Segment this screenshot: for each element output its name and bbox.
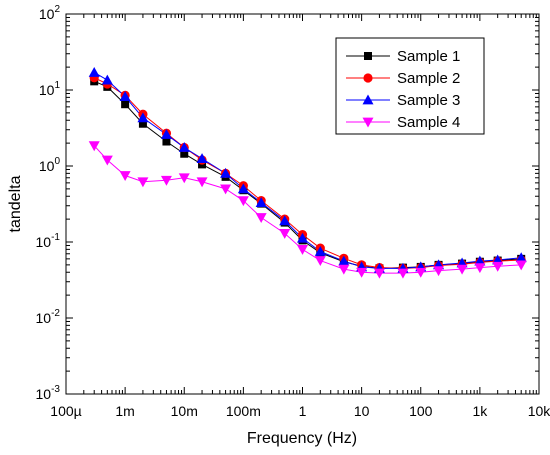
series-line-4 bbox=[93, 145, 522, 274]
data-point-series-3 bbox=[137, 112, 149, 123]
data-point-series-4 bbox=[220, 184, 232, 195]
legend: Sample 1 Sample 2 Sample 3 Sample 4 bbox=[335, 37, 485, 135]
legend-items: Sample 1 Sample 2 Sample 3 Sample 4 bbox=[346, 48, 460, 131]
data-point-series-4 bbox=[433, 266, 445, 277]
data-point-series-4 bbox=[119, 171, 131, 181]
data-point-series-3 bbox=[178, 142, 190, 152]
legend-box bbox=[335, 37, 485, 135]
data-point-series-4 bbox=[255, 213, 267, 224]
legend-marker-1 bbox=[364, 52, 372, 60]
legend-label-2: Sample 2 bbox=[397, 70, 460, 87]
data-point-series-3 bbox=[255, 197, 267, 207]
data-point-series-3 bbox=[160, 128, 172, 139]
data-point-series-4 bbox=[160, 175, 172, 186]
data-point-series-4 bbox=[474, 263, 486, 274]
data-point-series-1 bbox=[180, 149, 189, 158]
data-point-series-3 bbox=[220, 167, 232, 178]
data-point-series-4 bbox=[137, 177, 149, 188]
data-point-series-4 bbox=[178, 173, 190, 184]
x-tick-label: 1k bbox=[472, 403, 488, 419]
x-tick-label: 100 bbox=[409, 403, 433, 419]
x-axis: 100µ 1m 10m 100m 1 10 100 1k 10k bbox=[50, 14, 550, 419]
legend-label-3: Sample 3 bbox=[397, 92, 460, 109]
legend-marker-2 bbox=[363, 73, 373, 83]
data-point-series-3 bbox=[237, 183, 249, 194]
data-point-series-3 bbox=[196, 153, 208, 164]
data-point-series-4 bbox=[314, 256, 326, 267]
data-point-series-3 bbox=[314, 245, 326, 256]
data-point-series-4 bbox=[397, 268, 409, 279]
data-point-series-4 bbox=[338, 264, 350, 275]
y-tick-label: 100 bbox=[39, 156, 61, 174]
data-point-series-3 bbox=[119, 91, 131, 101]
data-point-series-3 bbox=[101, 74, 113, 85]
data-point-series-4 bbox=[297, 244, 308, 255]
legend-marker-4 bbox=[362, 117, 374, 128]
y-tick-label: 101 bbox=[39, 80, 61, 98]
data-point-series-3 bbox=[338, 255, 350, 266]
legend-label-1: Sample 1 bbox=[397, 48, 460, 65]
data-point-series-4 bbox=[373, 268, 385, 279]
y-tick-label: 102 bbox=[39, 4, 61, 22]
y-axis: 10-3 10-2 10-1 100 101 102 bbox=[36, 4, 539, 402]
y-tick-label: 10-2 bbox=[36, 308, 61, 326]
x-tick-label: 1 bbox=[299, 403, 307, 419]
x-tick-label: 100m bbox=[226, 403, 261, 419]
x-tick-label: 10k bbox=[528, 403, 550, 419]
y-axis-title: tandelta bbox=[7, 175, 24, 232]
data-point-series-1 bbox=[162, 137, 171, 146]
data-point-series-3 bbox=[474, 255, 486, 266]
x-tick-label: 10 bbox=[354, 403, 370, 419]
data-point-series-4 bbox=[196, 177, 208, 188]
data-point-series-4 bbox=[456, 264, 468, 275]
legend-marker-3 bbox=[362, 94, 374, 105]
x-tick-label: 10m bbox=[171, 403, 198, 419]
data-point-series-1 bbox=[138, 119, 147, 128]
x-tick-label: 1m bbox=[115, 403, 134, 419]
data-point-series-4 bbox=[279, 228, 291, 239]
x-axis-title: Frequency (Hz) bbox=[247, 430, 357, 447]
data-point-series-3 bbox=[297, 232, 308, 243]
y-tick-label: 10-1 bbox=[36, 232, 61, 250]
data-point-series-3 bbox=[515, 252, 527, 263]
data-point-series-4 bbox=[356, 267, 368, 278]
data-point-series-1 bbox=[121, 100, 130, 109]
data-point-series-4 bbox=[88, 141, 100, 152]
series-markers bbox=[88, 66, 527, 279]
data-point-series-3 bbox=[279, 215, 291, 226]
x-tick-label: 100µ bbox=[50, 403, 81, 419]
data-point-series-4 bbox=[415, 267, 427, 278]
legend-label-4: Sample 4 bbox=[397, 114, 460, 131]
data-point-series-4 bbox=[515, 260, 527, 271]
y-tick-label: 10-3 bbox=[36, 384, 61, 402]
data-point-series-4 bbox=[101, 155, 113, 166]
data-point-series-4 bbox=[492, 261, 504, 272]
data-point-series-3 bbox=[88, 66, 100, 77]
data-point-series-4 bbox=[237, 196, 249, 207]
